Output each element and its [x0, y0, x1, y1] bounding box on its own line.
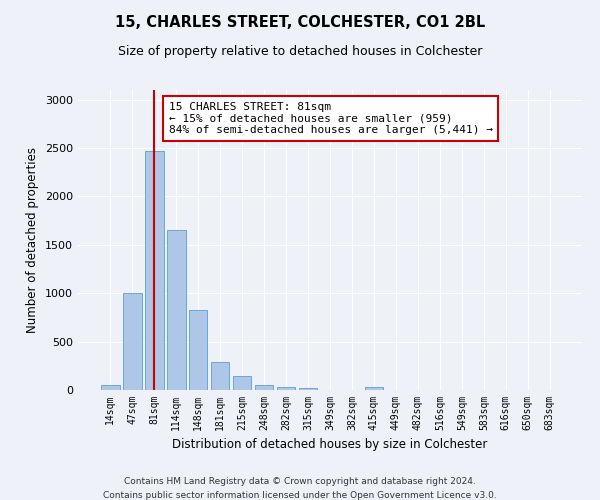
Bar: [299, 388, 317, 390]
Bar: [211, 362, 229, 390]
Bar: [167, 230, 185, 390]
Bar: [123, 293, 142, 390]
Bar: [189, 310, 208, 390]
Text: Size of property relative to detached houses in Colchester: Size of property relative to detached ho…: [118, 45, 482, 58]
Bar: [365, 386, 383, 390]
Bar: [145, 151, 164, 390]
Text: Contains HM Land Registry data © Crown copyright and database right 2024.: Contains HM Land Registry data © Crown c…: [124, 478, 476, 486]
X-axis label: Distribution of detached houses by size in Colchester: Distribution of detached houses by size …: [172, 438, 488, 452]
Bar: [101, 384, 119, 390]
Bar: [255, 384, 274, 390]
Text: Contains public sector information licensed under the Open Government Licence v3: Contains public sector information licen…: [103, 491, 497, 500]
Text: 15, CHARLES STREET, COLCHESTER, CO1 2BL: 15, CHARLES STREET, COLCHESTER, CO1 2BL: [115, 15, 485, 30]
Bar: [277, 386, 295, 390]
Y-axis label: Number of detached properties: Number of detached properties: [26, 147, 40, 333]
Bar: [233, 376, 251, 390]
Text: 15 CHARLES STREET: 81sqm
← 15% of detached houses are smaller (959)
84% of semi-: 15 CHARLES STREET: 81sqm ← 15% of detach…: [169, 102, 493, 135]
